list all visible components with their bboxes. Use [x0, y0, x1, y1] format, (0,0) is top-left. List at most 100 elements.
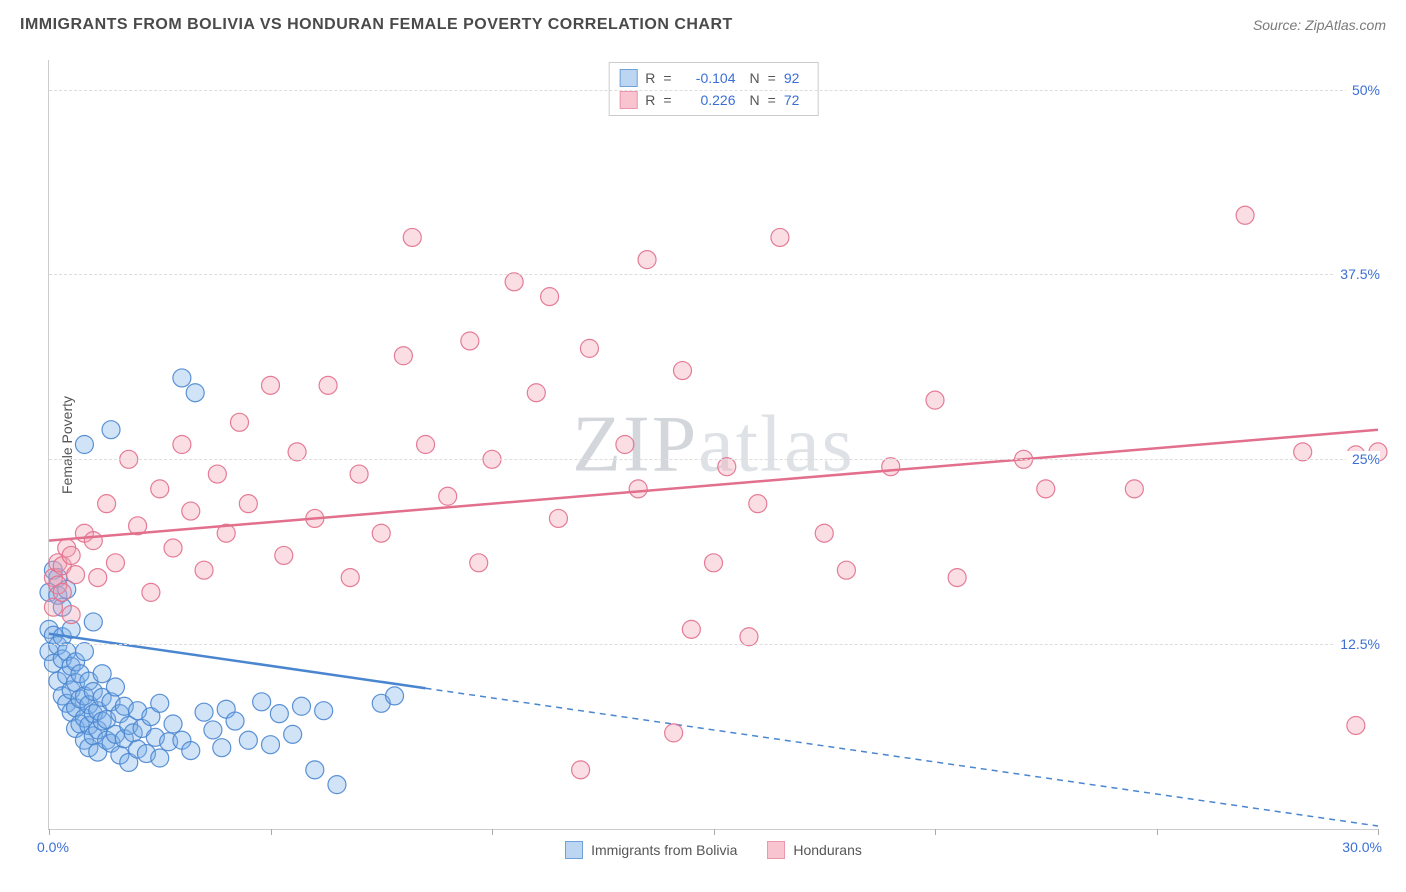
scatter-point — [771, 228, 789, 246]
scatter-point — [262, 376, 280, 394]
scatter-point — [151, 480, 169, 498]
x-tick — [714, 829, 715, 835]
scatter-point — [53, 583, 71, 601]
scatter-point — [62, 606, 80, 624]
scatter-point — [106, 554, 124, 572]
x-tick — [271, 829, 272, 835]
scatter-point — [740, 628, 758, 646]
scatter-point — [142, 583, 160, 601]
scatter-point — [208, 465, 226, 483]
scatter-point — [270, 705, 288, 723]
scatter-point — [284, 725, 302, 743]
trend-line-dashed — [426, 688, 1378, 826]
scatter-point — [1347, 716, 1365, 734]
x-tick — [1157, 829, 1158, 835]
legend-item-bolivia: Immigrants from Bolivia — [565, 841, 737, 859]
plot-area: ZIPatlas R = -0.104 N = 92 R = 0.226 N =… — [48, 60, 1378, 830]
scatter-point — [239, 731, 257, 749]
gridline — [49, 459, 1378, 460]
scatter-point — [926, 391, 944, 409]
chart-source: Source: ZipAtlas.com — [1253, 17, 1386, 33]
scatter-point — [213, 739, 231, 757]
equals-icon: = — [768, 89, 776, 111]
scatter-point — [882, 458, 900, 476]
scatter-point — [1125, 480, 1143, 498]
gridline — [49, 274, 1378, 275]
scatter-point — [549, 509, 567, 527]
plot-svg — [49, 60, 1378, 829]
scatter-point — [470, 554, 488, 572]
n-label: N — [750, 89, 760, 111]
scatter-point — [461, 332, 479, 350]
scatter-point — [616, 436, 634, 454]
scatter-point — [815, 524, 833, 542]
stats-row-bolivia: R = -0.104 N = 92 — [619, 67, 808, 89]
scatter-point — [93, 665, 111, 683]
scatter-point — [673, 362, 691, 380]
series-legend: Immigrants from Bolivia Hondurans — [49, 841, 1378, 859]
scatter-point — [541, 288, 559, 306]
swatch-honduras-icon — [619, 91, 637, 109]
legend-item-honduras: Hondurans — [767, 841, 862, 859]
equals-icon: = — [768, 67, 776, 89]
scatter-point — [527, 384, 545, 402]
scatter-point — [164, 539, 182, 557]
scatter-point — [629, 480, 647, 498]
scatter-point — [439, 487, 457, 505]
x-tick — [935, 829, 936, 835]
r-label: R — [645, 89, 655, 111]
scatter-point — [182, 502, 200, 520]
scatter-point — [151, 694, 169, 712]
x-tick-label-max: 30.0% — [1342, 839, 1382, 855]
scatter-point — [417, 436, 435, 454]
scatter-point — [705, 554, 723, 572]
scatter-point — [195, 703, 213, 721]
scatter-point — [306, 761, 324, 779]
scatter-point — [62, 546, 80, 564]
scatter-point — [1037, 480, 1055, 498]
scatter-point — [164, 715, 182, 733]
scatter-point — [1236, 206, 1254, 224]
scatter-point — [75, 436, 93, 454]
scatter-point — [682, 620, 700, 638]
scatter-point — [226, 712, 244, 730]
x-tick-label-min: 0.0% — [37, 839, 69, 855]
scatter-point — [195, 561, 213, 579]
scatter-point — [505, 273, 523, 291]
stats-row-honduras: R = 0.226 N = 72 — [619, 89, 808, 111]
scatter-point — [948, 569, 966, 587]
swatch-honduras-icon — [767, 841, 785, 859]
scatter-point — [151, 749, 169, 767]
scatter-point — [350, 465, 368, 483]
x-tick — [49, 829, 50, 835]
scatter-point — [665, 724, 683, 742]
n-value-bolivia: 92 — [784, 67, 808, 89]
gridline — [49, 90, 1378, 91]
equals-icon: = — [663, 67, 671, 89]
legend-label-bolivia: Immigrants from Bolivia — [591, 842, 737, 858]
scatter-point — [102, 421, 120, 439]
scatter-point — [67, 566, 85, 584]
scatter-point — [315, 702, 333, 720]
y-tick-label: 37.5% — [1334, 266, 1380, 282]
scatter-point — [75, 643, 93, 661]
chart-title: IMMIGRANTS FROM BOLIVIA VS HONDURAN FEMA… — [20, 16, 733, 34]
scatter-point — [204, 721, 222, 739]
r-value-honduras: 0.226 — [680, 89, 736, 111]
legend-label-honduras: Hondurans — [793, 842, 862, 858]
equals-icon: = — [663, 89, 671, 111]
scatter-point — [106, 678, 124, 696]
x-tick — [492, 829, 493, 835]
scatter-point — [386, 687, 404, 705]
scatter-point — [182, 742, 200, 760]
r-value-bolivia: -0.104 — [680, 67, 736, 89]
y-tick-label: 50% — [1346, 82, 1380, 98]
y-tick-label: 25% — [1346, 451, 1380, 467]
scatter-point — [262, 736, 280, 754]
scatter-point — [89, 569, 107, 587]
n-value-honduras: 72 — [784, 89, 808, 111]
scatter-point — [239, 495, 257, 513]
scatter-point — [98, 495, 116, 513]
scatter-point — [341, 569, 359, 587]
scatter-point — [572, 761, 590, 779]
